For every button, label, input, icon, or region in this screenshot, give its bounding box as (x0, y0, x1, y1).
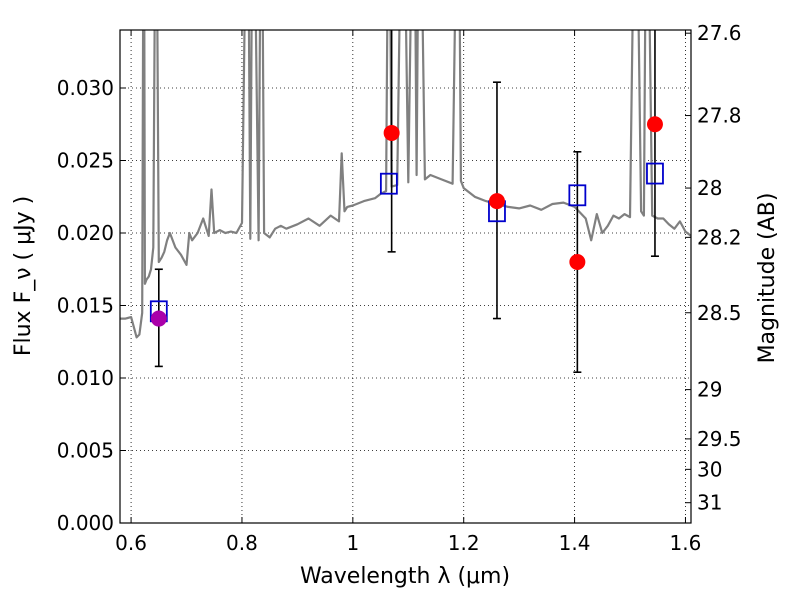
model-square-marker (646, 162, 664, 185)
model-square-marker (568, 184, 587, 207)
y2-tick-label: 27.8 (697, 104, 742, 128)
y2-tick-label: 29 (697, 378, 722, 402)
x-tick-label: 1 (346, 531, 359, 555)
x-tick-label: 0.6 (115, 531, 147, 555)
data-points (149, 116, 664, 327)
observed-flux-point (150, 310, 167, 327)
template-spectrum (120, 30, 691, 339)
y-tick-label: 0.010 (57, 366, 114, 390)
x-tick-label: 0.8 (226, 531, 258, 555)
plot-frame (119, 29, 692, 524)
y-tick-label: 0.005 (57, 439, 114, 463)
y2-tick-label: 31 (697, 491, 722, 515)
x-tick-label: 1.4 (559, 531, 591, 555)
x-tick-label: 1.2 (448, 531, 480, 555)
y-tick-label: 0.015 (57, 294, 114, 318)
plot-background (120, 30, 691, 523)
y-axis-label: Flux F_ν ( μJy ) (11, 196, 36, 356)
y-tick-label: 0.020 (57, 221, 114, 245)
y2-tick-label: 28 (697, 176, 722, 200)
y2-tick-label: 30 (697, 457, 722, 481)
y2-axis-label: Magnitude (AB) (755, 193, 780, 364)
y2-tick-label: 28.2 (697, 225, 742, 249)
y-tick-label: 0.030 (57, 76, 114, 100)
x-tick-label: 1.6 (670, 531, 702, 555)
y-tick-label: 0.000 (57, 511, 114, 535)
y2-tick-label: 27.6 (697, 21, 742, 45)
observed-flux-point (569, 254, 586, 270)
y-tick-label: 0.025 (57, 149, 114, 173)
x-axis-label: Wavelength λ (μm) (300, 564, 510, 589)
observed-flux-point (383, 124, 400, 141)
observed-flux-point (646, 116, 663, 133)
model-square-marker (379, 172, 398, 195)
y2-tick-label: 29.5 (697, 427, 742, 451)
axis-ticks: 0.6 0.8 1 1.2 1.4 1.6 0.000 0.005 0.010 0.015 0.02… (57, 21, 742, 555)
y2-tick-label: 28.5 (697, 301, 742, 325)
spectrum-line (120, 30, 691, 339)
observed-flux-point (488, 193, 505, 210)
